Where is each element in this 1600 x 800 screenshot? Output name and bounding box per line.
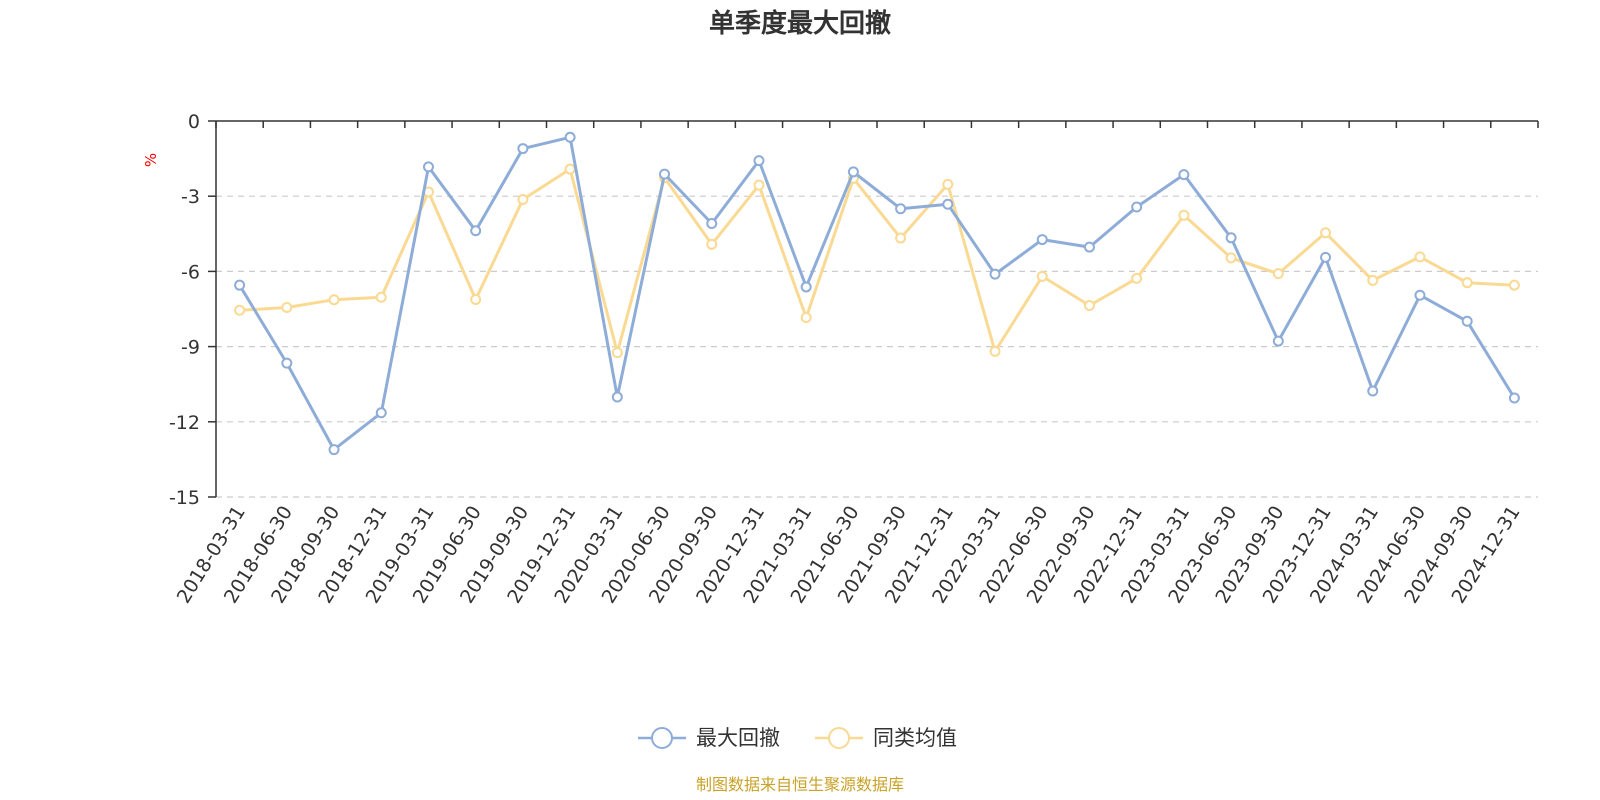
data-point <box>895 232 907 244</box>
data-point <box>1272 335 1284 347</box>
data-point <box>659 168 671 180</box>
data-point <box>1083 299 1095 311</box>
chart-title: 单季度最大回撤 <box>709 8 891 39</box>
data-point <box>328 444 340 456</box>
data-point <box>753 155 765 167</box>
data-point <box>281 301 293 313</box>
legend-item-max-drawdown[interactable]: 最大回撤 <box>638 726 780 750</box>
data-point <box>1367 274 1379 286</box>
data-point <box>1320 251 1332 263</box>
data-point <box>1036 270 1048 282</box>
y-tick-label: -6 <box>181 261 200 283</box>
data-point <box>1414 289 1426 301</box>
data-point <box>1083 241 1095 253</box>
data-point <box>800 312 812 324</box>
data-point <box>422 161 434 173</box>
legend-item-peer-average[interactable]: 同类均值 <box>815 726 957 750</box>
data-point <box>1036 234 1048 246</box>
data-point <box>564 163 576 175</box>
y-tick-label: -3 <box>181 186 200 208</box>
data-point <box>942 198 954 210</box>
data-point <box>1414 251 1426 263</box>
y-axis-unit-label: % <box>142 153 160 167</box>
y-tick-label: -9 <box>181 337 200 359</box>
data-point <box>281 357 293 369</box>
data-point <box>1225 252 1237 264</box>
data-point <box>847 166 859 178</box>
data-point <box>1461 277 1473 289</box>
data-point <box>753 179 765 191</box>
data-point <box>375 407 387 419</box>
data-point <box>800 281 812 293</box>
data-point <box>470 225 482 237</box>
data-point <box>234 279 246 291</box>
data-point <box>706 238 718 250</box>
legend-marker-icon <box>828 727 850 749</box>
data-point <box>611 347 623 359</box>
data-point <box>1320 227 1332 239</box>
data-point <box>942 178 954 190</box>
data-point <box>611 391 623 403</box>
data-point <box>1272 268 1284 280</box>
data-point <box>1508 279 1520 291</box>
legend-label: 同类均值 <box>873 726 957 750</box>
data-point <box>1131 272 1143 284</box>
data-point <box>470 293 482 305</box>
data-point <box>234 304 246 316</box>
legend[interactable]: 最大回撤 同类均值 <box>638 726 957 750</box>
data-point <box>517 143 529 155</box>
data-source-note: 制图数据来自恒生聚源数据库 <box>696 775 904 794</box>
data-point <box>706 218 718 230</box>
data-point <box>1225 232 1237 244</box>
data-point <box>1367 385 1379 397</box>
data-point <box>328 294 340 306</box>
data-point <box>1461 315 1473 327</box>
data-point <box>517 193 529 205</box>
data-point <box>1508 392 1520 404</box>
data-point <box>375 291 387 303</box>
data-point <box>989 268 1001 280</box>
data-point <box>1178 209 1190 221</box>
data-point <box>1178 169 1190 181</box>
series-lines <box>234 131 1520 456</box>
legend-marker-icon <box>651 727 673 749</box>
data-point <box>895 203 907 215</box>
data-point <box>1131 201 1143 213</box>
series-line-max-drawdown <box>238 135 1516 452</box>
series-line-peer-average <box>239 167 1515 355</box>
legend-label: 最大回撤 <box>696 726 780 750</box>
y-tick-label: -15 <box>169 487 200 509</box>
y-tick-label: 0 <box>188 111 200 133</box>
axes: 0-3-6-9-12-152018-03-312018-06-302018-09… <box>169 111 1539 607</box>
data-point <box>564 131 576 143</box>
data-point <box>989 345 1001 357</box>
y-tick-label: -12 <box>169 412 200 434</box>
